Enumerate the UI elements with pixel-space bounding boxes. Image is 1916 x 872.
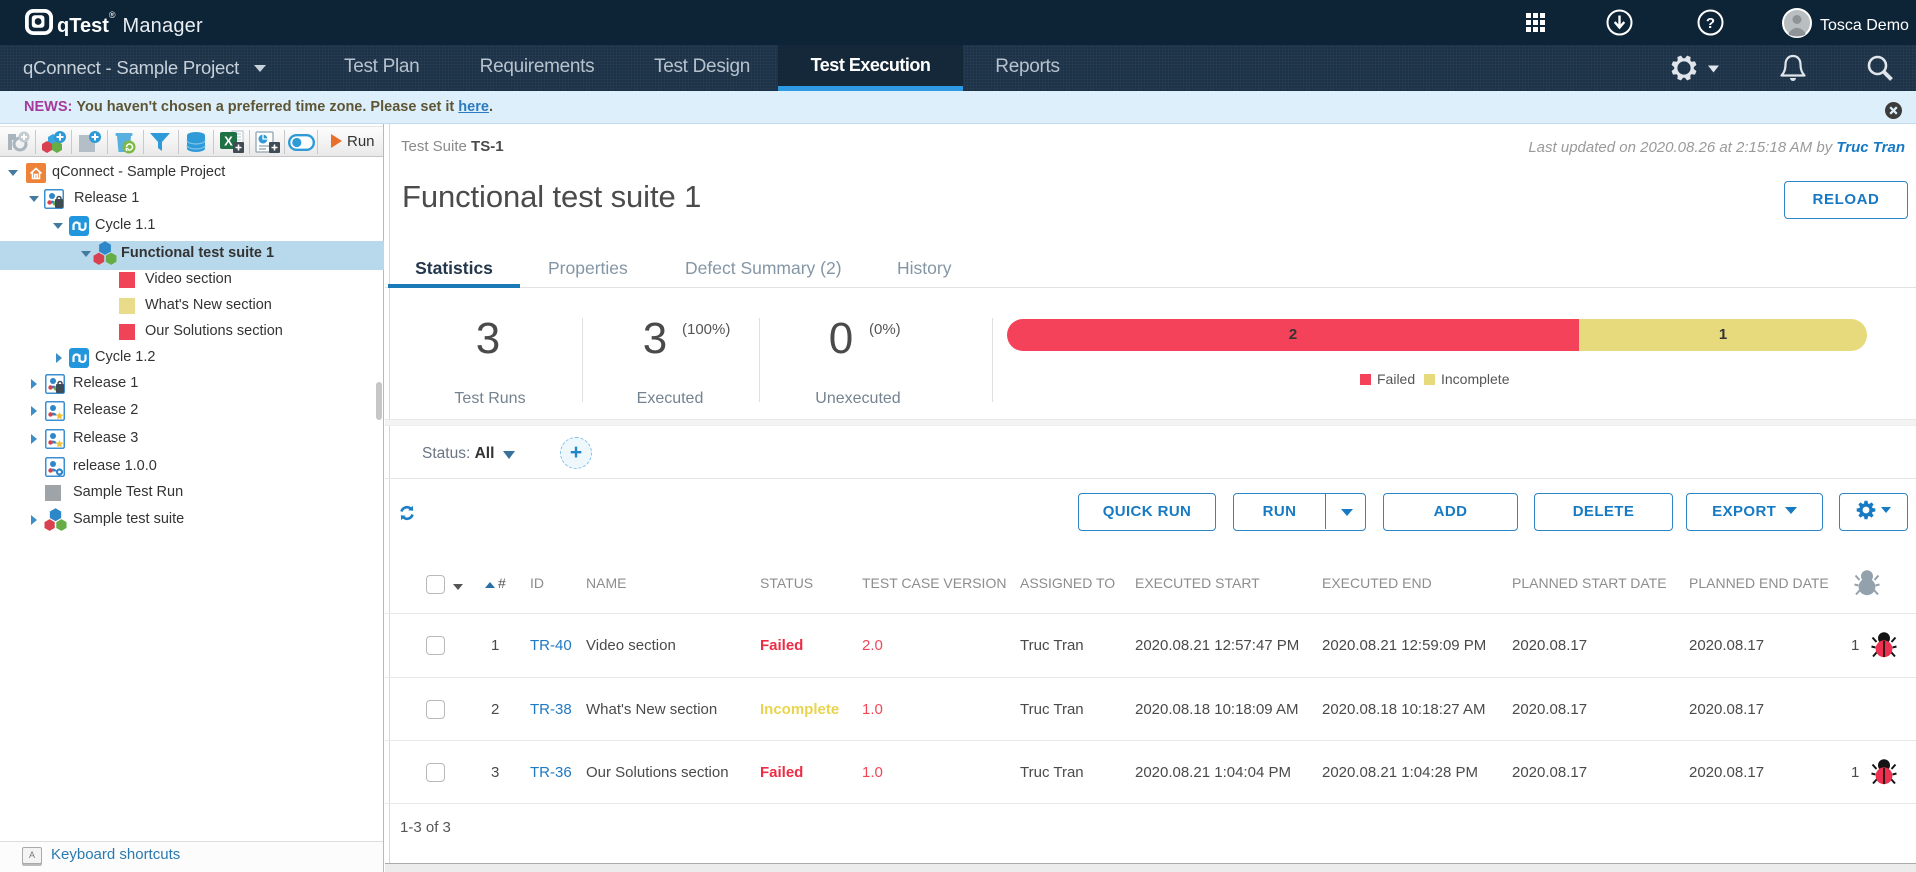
svg-text:X: X	[224, 134, 233, 149]
svg-text:?: ?	[1706, 15, 1715, 32]
